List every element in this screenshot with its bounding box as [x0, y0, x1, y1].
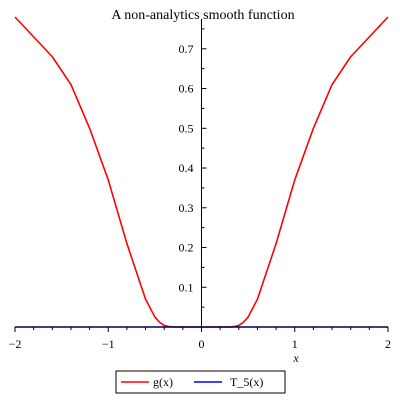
x-axis-label: x	[292, 351, 299, 365]
legend-label-2: T_5(x)	[230, 375, 263, 389]
x-tick-label: 1	[292, 337, 298, 351]
y-tick-label: 0.5	[179, 121, 194, 135]
y-tick-label: 0.3	[179, 201, 194, 215]
axes: −2 −1 0 1 2 0.1 0.2 0.3 0.4 0.5 0.6 0.7	[9, 19, 391, 351]
x-tick-label: 2	[385, 337, 391, 351]
legend-label-1: g(x)	[153, 375, 173, 389]
y-tick-label: 0.7	[179, 42, 194, 56]
y-tick-label: 0.4	[179, 161, 194, 175]
y-tick-label: 0.2	[179, 241, 194, 255]
x-tick-label: −2	[9, 337, 22, 351]
y-tick-label: 0.6	[179, 82, 194, 96]
legend: g(x) T_5(x)	[115, 370, 286, 394]
x-tick-label: 0	[199, 337, 205, 351]
chart-title: A non-analytics smooth function	[111, 8, 294, 23]
y-tick-label: 0.1	[179, 280, 194, 294]
x-tick-label: −1	[102, 337, 115, 351]
